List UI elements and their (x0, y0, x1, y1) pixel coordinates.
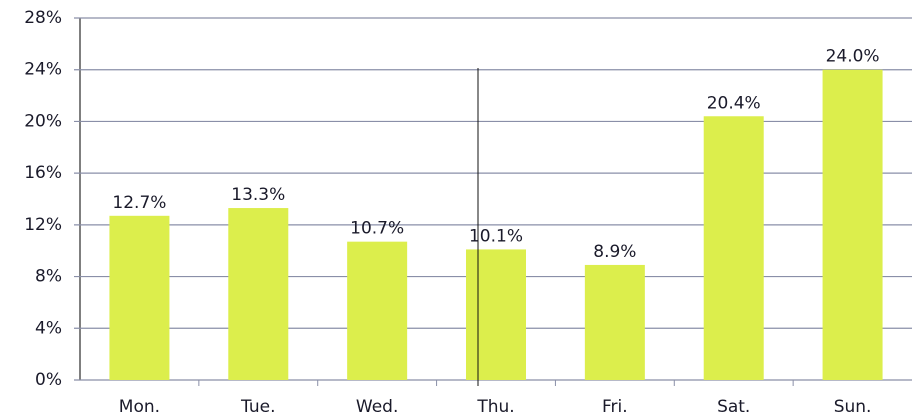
y-tick-label: 28% (24, 8, 62, 28)
y-tick-label: 0% (35, 370, 62, 390)
y-tick-label: 8% (35, 267, 62, 287)
bar (228, 208, 289, 380)
y-tick-label: 4% (35, 318, 62, 338)
value-label: 10.7% (350, 219, 404, 239)
value-label: 10.1% (469, 226, 523, 246)
bar (703, 116, 764, 380)
x-tick-label: Sat. (717, 397, 750, 417)
x-tick-label: Fri. (602, 397, 628, 417)
x-tick-label: Mon. (119, 397, 160, 417)
value-label: 13.3% (231, 185, 285, 205)
value-label: 12.7% (112, 193, 166, 213)
x-tick-label: Wed. (356, 397, 398, 417)
value-label: 20.4% (707, 93, 761, 113)
x-tick-label: Thu. (476, 397, 514, 417)
bar (822, 69, 883, 380)
y-tick-label: 12% (24, 215, 62, 235)
x-tick-label: Tue. (240, 397, 275, 417)
bar (347, 241, 408, 380)
y-tick-label: 20% (24, 111, 62, 131)
y-tick-label: 24% (24, 60, 62, 80)
y-tick-label: 16% (24, 163, 62, 183)
x-tick-label: Sun. (834, 397, 872, 417)
value-label: 8.9% (593, 242, 636, 262)
bar (109, 215, 170, 380)
bar (466, 249, 526, 380)
value-label: 24.0% (826, 47, 880, 67)
bar (584, 264, 645, 380)
